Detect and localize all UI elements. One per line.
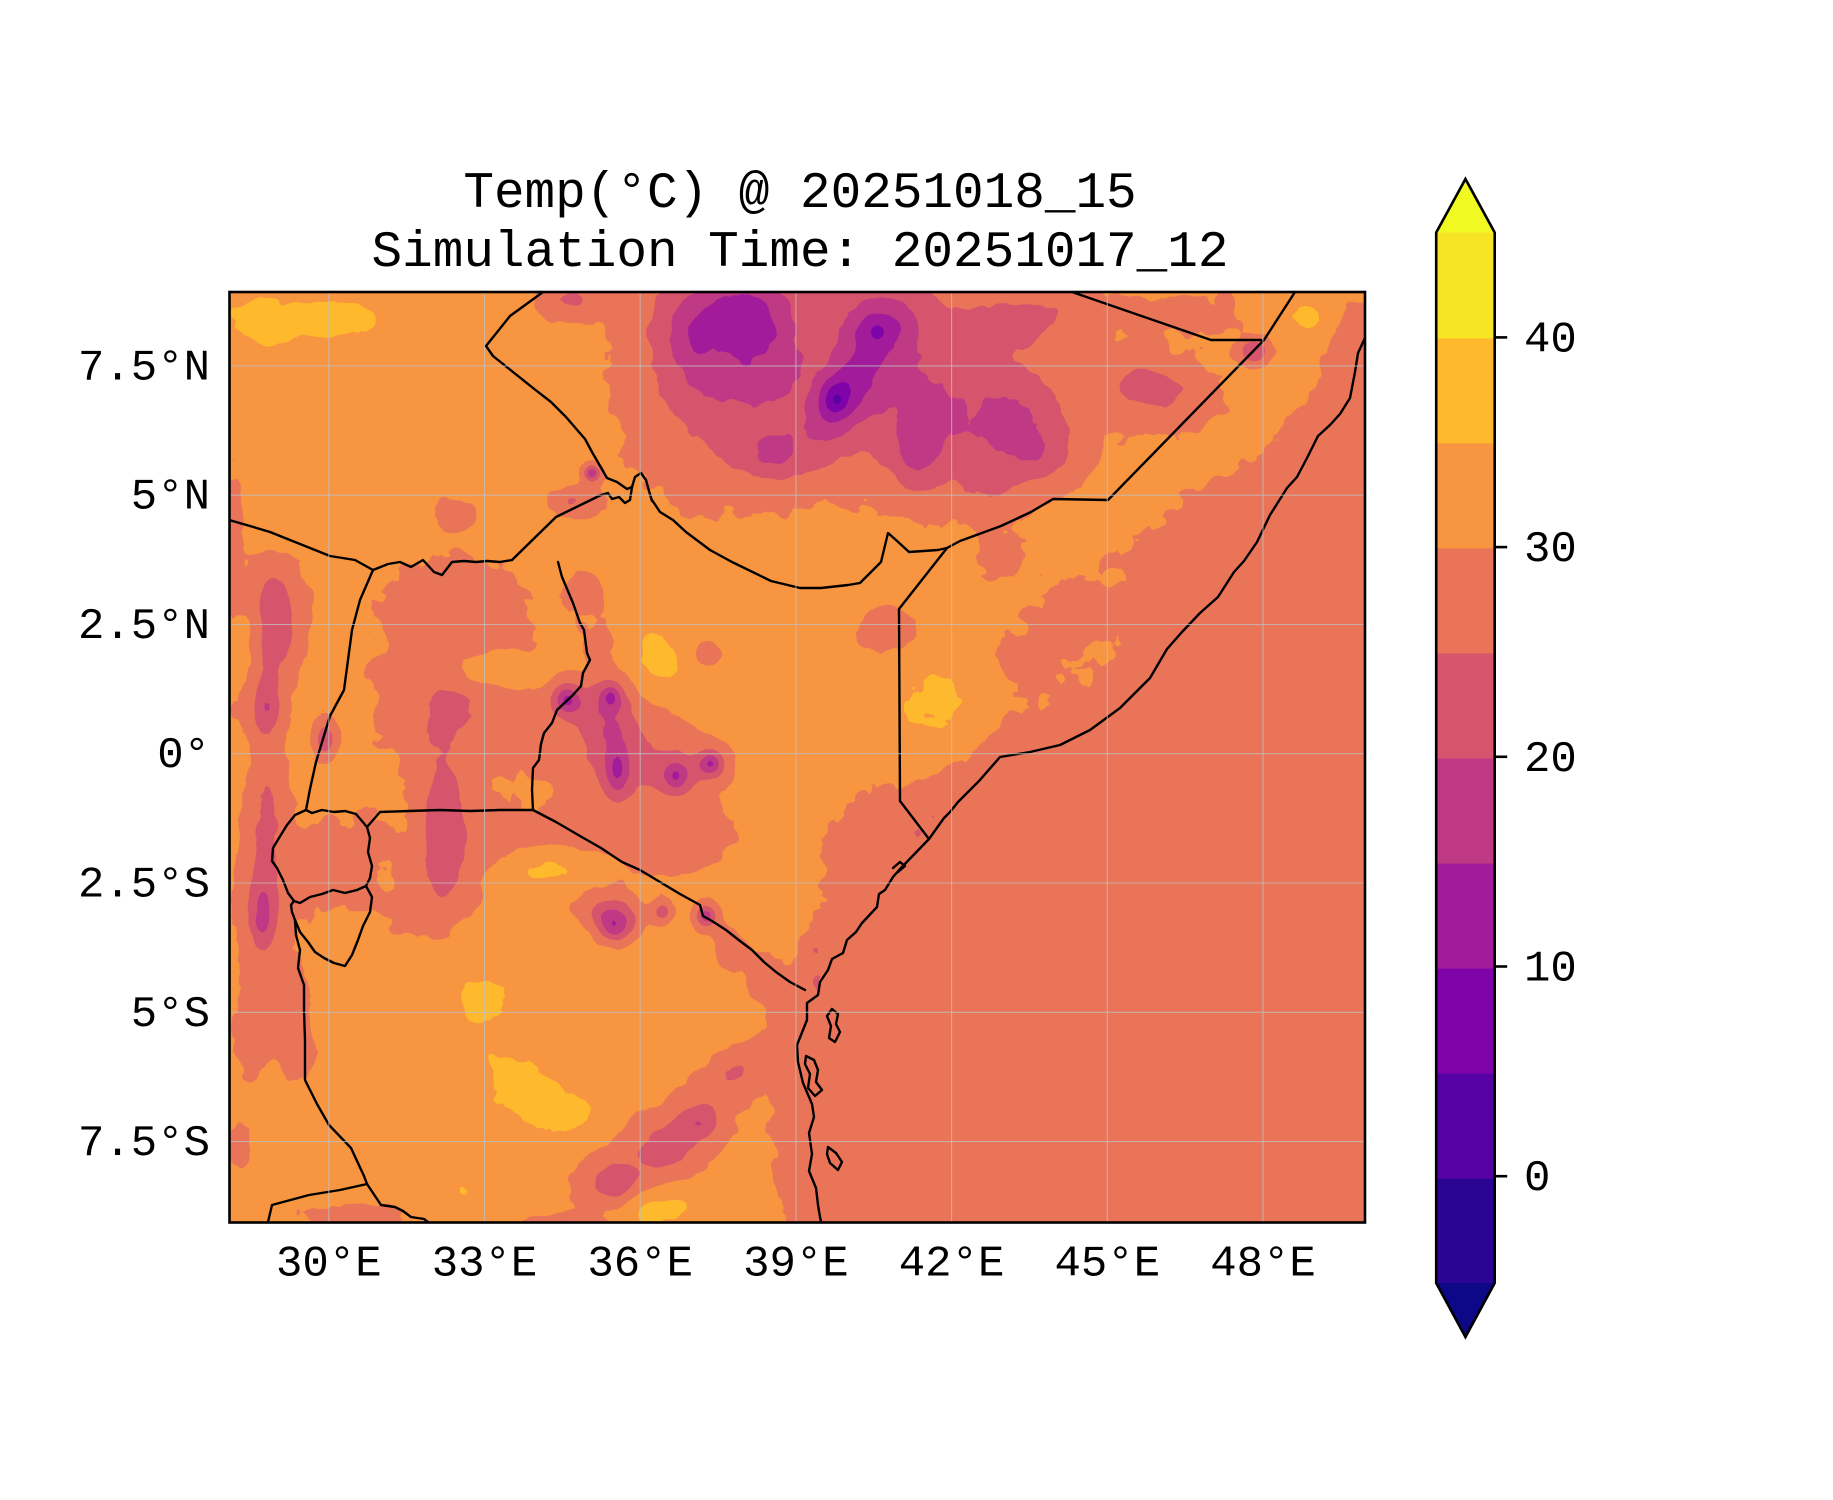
svg-text:2.5°S: 2.5°S xyxy=(78,861,210,911)
svg-text:20: 20 xyxy=(1524,735,1577,785)
svg-text:45°E: 45°E xyxy=(1054,1240,1160,1290)
svg-text:10: 10 xyxy=(1524,945,1577,995)
svg-text:7.5°N: 7.5°N xyxy=(78,343,210,393)
svg-text:5°S: 5°S xyxy=(131,990,210,1040)
svg-text:33°E: 33°E xyxy=(432,1240,538,1290)
svg-text:48°E: 48°E xyxy=(1210,1240,1316,1290)
svg-text:30°E: 30°E xyxy=(276,1240,382,1290)
svg-text:42°E: 42°E xyxy=(899,1240,1005,1290)
svg-text:30: 30 xyxy=(1524,525,1577,575)
svg-text:39°E: 39°E xyxy=(743,1240,849,1290)
svg-text:0: 0 xyxy=(1524,1154,1550,1204)
svg-text:7.5°S: 7.5°S xyxy=(78,1119,210,1169)
svg-text:40: 40 xyxy=(1524,315,1577,365)
svg-text:2.5°N: 2.5°N xyxy=(78,602,210,652)
svg-text:0°: 0° xyxy=(157,731,210,781)
svg-text:5°N: 5°N xyxy=(131,473,210,523)
svg-text:36°E: 36°E xyxy=(587,1240,693,1290)
